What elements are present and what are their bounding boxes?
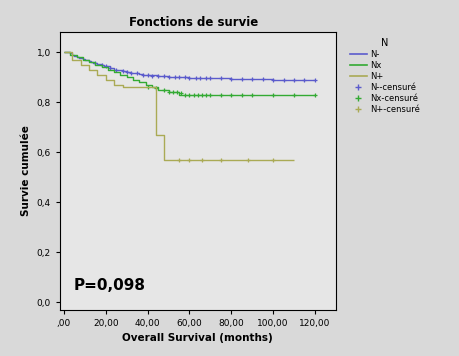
Text: Fonctions de survie: Fonctions de survie: [129, 16, 257, 29]
Y-axis label: Survie cumulée: Survie cumulée: [21, 125, 31, 216]
X-axis label: Overall Survival (months): Overall Survival (months): [122, 333, 273, 343]
Legend: N-, Nx, N+, N--censuré, Nx-censuré, N+-censuré: N-, Nx, N+, N--censuré, Nx-censuré, N+-c…: [347, 36, 420, 116]
Text: P=0,098: P=0,098: [73, 278, 146, 293]
